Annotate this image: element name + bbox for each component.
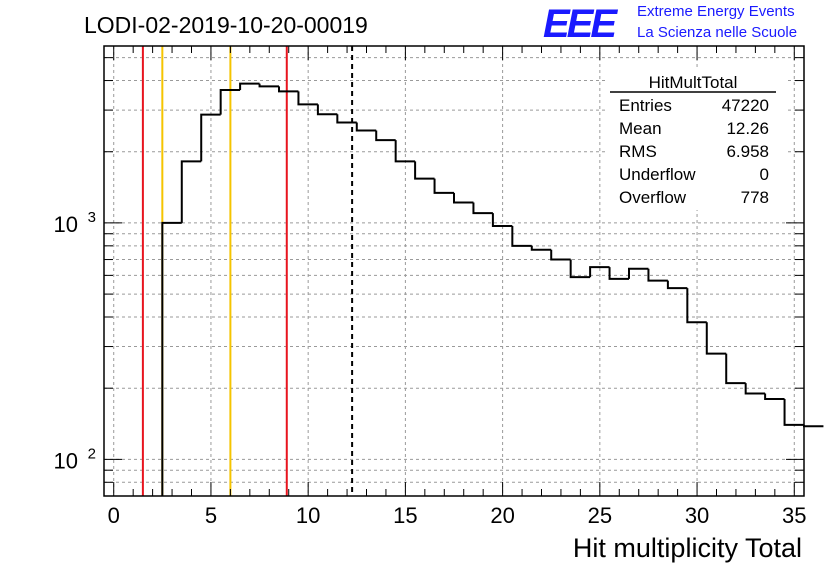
histogram-bin — [433, 178, 454, 194]
grid-lines — [104, 46, 804, 497]
x-tick-label: 10 — [296, 503, 320, 528]
plot-frame — [103, 45, 805, 497]
stats-value: 47220 — [722, 96, 769, 115]
stats-label: RMS — [619, 142, 657, 161]
histogram-bin — [589, 266, 610, 278]
x-tick-label: 30 — [685, 503, 709, 528]
histogram-bin — [803, 424, 824, 428]
histogram-bin — [394, 140, 416, 163]
histogram-bin — [472, 202, 493, 215]
x-tick-label: 15 — [393, 503, 417, 528]
histogram-bin — [764, 393, 785, 401]
histogram-bin — [530, 245, 552, 251]
histogram-bin — [705, 322, 727, 355]
x-tick-label: 25 — [588, 503, 612, 528]
stats-value: 12.26 — [726, 119, 769, 138]
histogram-bin — [336, 114, 357, 124]
x-tick-label: 5 — [205, 503, 217, 528]
histogram-bin — [375, 130, 396, 142]
x-axis-label: Hit multiplicity Total — [572, 533, 802, 563]
x-tick-label: 35 — [782, 503, 806, 528]
plot-frame-rect — [103, 45, 805, 497]
stats-label: Overflow — [619, 188, 687, 207]
stats-label: Underflow — [619, 165, 696, 184]
histogram-bin — [219, 88, 241, 115]
x-tick-label: 0 — [108, 503, 120, 528]
stats-value: 0 — [760, 165, 769, 184]
histogram-bin — [453, 192, 474, 204]
histogram-bin — [258, 83, 279, 88]
stats-box: HitMultTotal Entries 47220 Mean 12.26 RMS 6.95… — [605, 68, 785, 210]
histogram-bin — [297, 91, 318, 106]
histogram-bin — [550, 249, 571, 261]
org-name: Extreme Energy Events — [637, 3, 795, 20]
stats-title: HitMultTotal — [649, 73, 738, 92]
stats-label: Mean — [619, 119, 662, 138]
histogram-bin — [355, 122, 377, 132]
stats-value: 6.958 — [726, 142, 769, 161]
y-tick-label: 10 2 — [54, 445, 96, 473]
stats-value: 778 — [741, 188, 769, 207]
histogram-bin — [161, 221, 182, 496]
histogram-series — [161, 82, 824, 496]
stats-label: Entries — [619, 96, 672, 115]
histogram-bin — [200, 113, 221, 162]
eee-logo: EEE — [543, 2, 617, 46]
histogram-bin — [569, 259, 591, 279]
histogram-bin — [239, 82, 260, 90]
x-tick-label: 20 — [490, 503, 514, 528]
histogram-bin — [511, 226, 532, 247]
histogram-bin — [316, 104, 338, 116]
histogram-bin — [628, 267, 649, 279]
histogram-bin — [666, 280, 688, 290]
org-tagline: La Scienza nelle Scuole — [637, 24, 798, 41]
histogram-bin — [686, 288, 707, 324]
histogram-bin — [491, 213, 513, 228]
histogram-bin — [744, 383, 766, 395]
histogram-bin — [278, 86, 299, 93]
histogram-bin — [647, 268, 668, 282]
y-tick-label: 10 3 — [54, 209, 96, 237]
histogram-bin — [608, 267, 629, 280]
histogram-bin — [725, 353, 746, 385]
histogram-bin — [783, 399, 804, 426]
histogram-bin — [414, 161, 435, 180]
run-title: LODI-02-2019-10-20-00019 — [84, 12, 368, 38]
histogram-bin — [180, 160, 202, 223]
